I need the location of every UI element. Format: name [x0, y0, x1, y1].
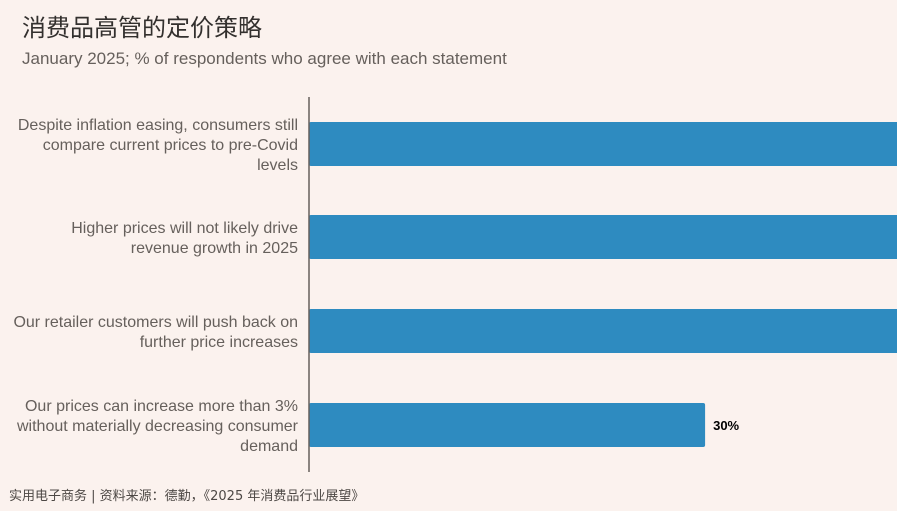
- bar-1: [309, 215, 897, 259]
- category-label-3-2: demand: [240, 438, 298, 455]
- chart-subtitle: January 2025; % of respondents who agree…: [22, 49, 507, 68]
- value-label-3: 30%: [713, 418, 739, 433]
- category-label-2-1: further price increases: [140, 334, 298, 351]
- category-label-0-0: Despite inflation easing, consumers stil…: [18, 117, 298, 134]
- category-label-1-0: Higher prices will not likely drive: [71, 220, 298, 237]
- category-label-2-0: Our retailer customers will push back on: [13, 314, 298, 331]
- bar-0: [309, 122, 897, 166]
- category-label-3-0: Our prices can increase more than 3%: [25, 398, 298, 415]
- category-label-1-1: revenue growth in 2025: [131, 240, 298, 257]
- category-label-0-2: levels: [257, 157, 298, 174]
- bar-2: [309, 309, 897, 353]
- source-note: 实用电子商务 | 资料来源：德勤，《2025 年消费品行业展望》: [9, 489, 365, 504]
- chart-title: 消费品高管的定价策略: [22, 14, 262, 42]
- category-label-0-1: compare current prices to pre-Covid: [43, 137, 298, 154]
- category-label-3-1: without materially decreasing consumer: [16, 418, 299, 435]
- bar-3: [309, 403, 706, 447]
